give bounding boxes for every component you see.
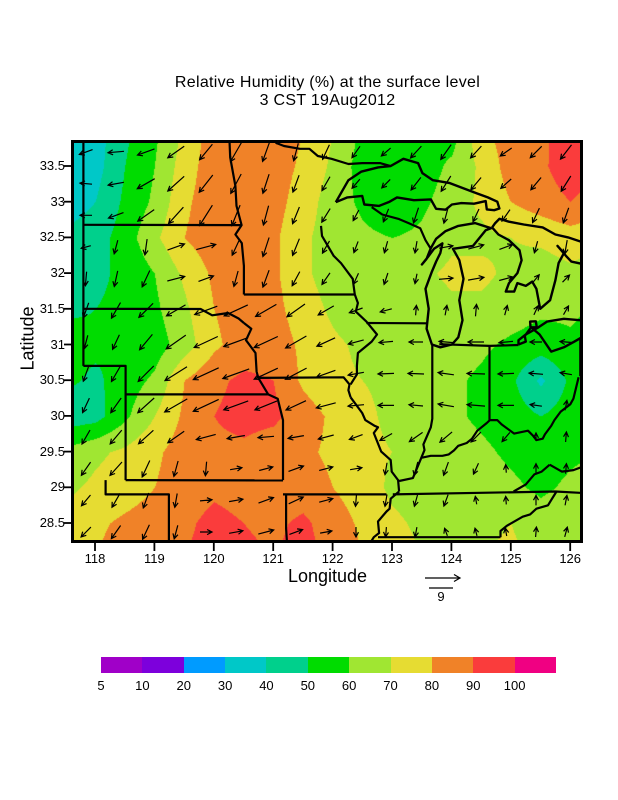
colorbar-label: 50: [300, 678, 316, 693]
state-border-line: [83, 307, 245, 324]
colorbar-segment: [101, 657, 143, 673]
x-tick-label: 124: [440, 551, 463, 566]
state-border-line: [83, 364, 127, 481]
x-tick-label: 119: [144, 551, 165, 566]
y-tick-label: 31.5: [39, 300, 65, 316]
colorbar-segment: [266, 657, 308, 673]
y-tick-label: 31: [50, 336, 65, 352]
colorbar-segment: [225, 657, 267, 673]
chart-title-line2: 3 CST 19Aug2012: [259, 92, 396, 109]
state-border-line: [369, 490, 400, 542]
chart-title: Relative Humidity (%) at the surface lev…: [72, 74, 583, 110]
x-tick-label: 120: [202, 551, 225, 566]
colorbar-segment: [142, 657, 184, 673]
colorbar-segment: [390, 657, 432, 673]
state-border-line: [257, 377, 285, 481]
colorbar-label: 60: [341, 678, 357, 693]
colorbar-segment: [473, 657, 515, 673]
colorbar-label: 100: [503, 678, 526, 693]
state-border-line: [228, 141, 245, 295]
colorbar-segment: [431, 657, 474, 673]
colorbar: [101, 657, 556, 673]
state-border-line: [371, 206, 432, 250]
state-border-line: [273, 141, 391, 168]
state-border-line: [243, 322, 260, 379]
state-borders-layer: [82, 141, 582, 542]
colorbar-segment: [307, 657, 350, 673]
colorbar-label: 30: [217, 678, 233, 693]
y-tick-label: 29: [50, 479, 65, 495]
y-tick-label: 33.5: [39, 158, 65, 173]
state-border-line: [499, 490, 558, 538]
lake-outline: [517, 317, 582, 353]
state-border-line: [104, 480, 170, 542]
state-border-line: [439, 343, 519, 347]
state-border-line: [285, 494, 289, 542]
chart-title-line1: Relative Humidity (%) at the surface lev…: [174, 74, 481, 91]
y-tick-label: 33: [50, 193, 65, 209]
y-tick-label: 32.5: [39, 229, 65, 245]
state-border-line: [549, 463, 582, 473]
x-tick-label: 122: [321, 551, 344, 566]
y-tick-label: 30.5: [39, 372, 65, 388]
colorbar-segment: [514, 657, 556, 673]
x-tick-label: 118: [84, 551, 106, 566]
colorbar-label: 10: [135, 678, 150, 693]
x-tick-label: 125: [499, 551, 522, 566]
colorbar-label: 5: [97, 678, 105, 693]
x-axis-title: Longitude: [287, 566, 368, 586]
y-tick-label: 32: [50, 265, 65, 281]
state-border-line: [398, 377, 580, 483]
lake-outline: [420, 221, 493, 349]
reference-vector-arrow: [425, 573, 462, 589]
state-border-line: [513, 463, 551, 493]
colorbar-segment: [349, 657, 391, 673]
state-border-line: [258, 376, 352, 398]
reference-vector-value: 9: [437, 589, 445, 604]
state-border-line: [420, 344, 434, 459]
axis-ticks: [64, 165, 572, 551]
plot-frame: [71, 140, 583, 543]
colorbar-label: 70: [383, 678, 398, 693]
x-tick-label: 126: [559, 551, 582, 566]
lake-outline: [528, 320, 538, 329]
state-border-line: [319, 225, 356, 295]
colorbar-label: 40: [259, 678, 274, 693]
x-tick-label: 121: [262, 551, 285, 566]
wind-vectors-layer: [78, 142, 573, 541]
colorbar-segment: [183, 657, 226, 673]
y-tick-label: 28.5: [39, 515, 65, 530]
y-tick-label: 30: [50, 407, 65, 423]
y-tick-label: 29.5: [39, 443, 65, 459]
colorbar-label: 20: [176, 678, 191, 693]
lake-outline: [334, 157, 501, 212]
lake-outline: [491, 217, 582, 310]
state-border-line: [349, 294, 379, 385]
x-tick-label: 123: [381, 551, 403, 566]
reference-arrow-glyph: [425, 573, 462, 589]
state-border-line: [349, 396, 401, 492]
colorbar-label: 90: [466, 678, 481, 693]
wind-vector-arrows: [78, 142, 573, 541]
colorbar-label: 80: [424, 678, 440, 693]
